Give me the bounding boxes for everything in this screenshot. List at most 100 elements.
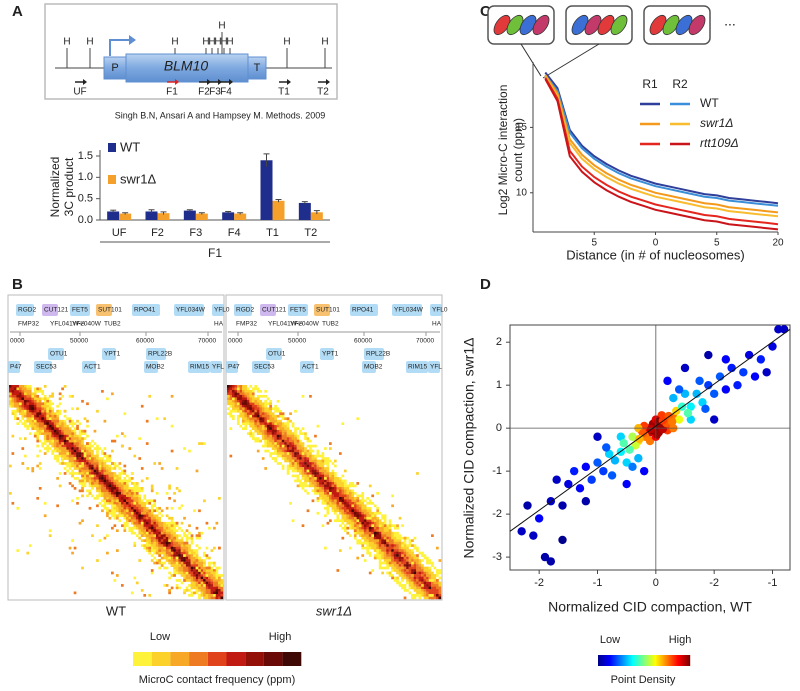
heatmap-cell: [374, 554, 377, 557]
heatmap-cell: [277, 437, 280, 440]
heatmap-cell: [322, 524, 325, 527]
heatmap-cell: [406, 537, 409, 540]
heatmap-cell: [384, 517, 387, 520]
heatmap-cell: [237, 390, 240, 393]
heatmap-cell: [106, 475, 109, 478]
heatmap-cell: [419, 559, 422, 562]
heatmap-cell: [381, 549, 384, 552]
heatmap-cell: [294, 435, 297, 438]
heatmap-cell: [431, 534, 434, 537]
heatmap-cell: [254, 417, 257, 420]
heatmap-cell: [294, 440, 297, 443]
heatmap-cell: [89, 445, 92, 448]
heatmap-cell: [14, 390, 17, 393]
heatmap-cell: [116, 499, 119, 502]
heatmap-cell: [396, 542, 399, 545]
heatmap-cell: [424, 589, 427, 592]
heatmap-cell: [84, 450, 87, 453]
heatmap-cell: [239, 407, 242, 410]
heatmap-cell: [51, 430, 54, 433]
heatmap-cell: [317, 465, 320, 468]
heatmap-cell: [304, 460, 307, 463]
heatmap-cell: [123, 494, 126, 497]
bar: [299, 203, 311, 220]
heatmap-cell: [49, 442, 52, 445]
heatmap-cell: [297, 477, 300, 480]
heatmap-cell: [81, 460, 84, 463]
heatmap-cell: [272, 457, 275, 460]
heatmap-cell: [386, 559, 389, 562]
heatmap-cell: [257, 425, 260, 428]
heatmap-cell: [198, 547, 201, 550]
heatmap-cell: [411, 582, 414, 585]
heatmap-cell: [46, 400, 49, 403]
heatmap-cell: [11, 395, 14, 398]
heatmap-cell: [21, 397, 24, 400]
heatmap-cell: [234, 400, 237, 403]
heatmap-cell: [267, 445, 270, 448]
heatmap-cell: [121, 512, 124, 515]
heatmap-cell: [66, 437, 69, 440]
heatmap-cell: [244, 407, 247, 410]
heatmap-cell: [354, 502, 357, 505]
heatmap-cell: [114, 477, 117, 480]
heatmap-cell: [9, 390, 12, 393]
heatmap-cell: [399, 554, 402, 557]
heatmap-caption: swr1Δ: [316, 603, 352, 618]
heatmap-cell: [186, 562, 189, 565]
heatmap-cell: [297, 447, 300, 450]
heatmap-cell: [409, 557, 412, 560]
heatmap-cell: [264, 427, 267, 430]
heatmap-cell: [299, 447, 302, 450]
heatmap-cell: [61, 437, 64, 440]
heatmap-cell: [79, 480, 82, 483]
heatmap-cell: [186, 542, 189, 545]
heatmap-cell: [314, 470, 317, 473]
heatmap-cell: [39, 450, 42, 453]
heatmap-cell: [104, 460, 107, 463]
connector: [543, 44, 599, 78]
heatmap-cell: [153, 562, 156, 565]
heatmap-cell: [79, 450, 82, 453]
heatmap-cell: [163, 552, 166, 555]
heatmap-cell: [64, 442, 67, 445]
heatmap-cell: [76, 497, 79, 500]
heatmap-cell: [131, 514, 134, 517]
heatmap-cell: [237, 420, 240, 423]
heatmap-cell: [176, 539, 179, 542]
heatmap-cell: [84, 482, 87, 485]
gene-label: P47: [228, 364, 240, 371]
heatmap-cell: [309, 447, 312, 450]
heatmap-cell: [277, 400, 280, 403]
heatmap-cell: [252, 405, 255, 408]
heatmap-cell: [277, 442, 280, 445]
heatmap-cell: [41, 445, 44, 448]
heatmap-cell: [74, 440, 77, 443]
scatter-point: [582, 497, 590, 505]
heatmap-cell: [419, 577, 422, 580]
heatmap-cell: [86, 470, 89, 473]
heatmap-cell: [116, 507, 119, 510]
heatmap-cell: [404, 569, 407, 572]
heatmap-cell: [324, 492, 327, 495]
heatmap-cell: [74, 465, 77, 468]
primer-arrowhead: [83, 79, 87, 85]
heatmap-cell: [399, 569, 402, 572]
heatmap-cell: [267, 437, 270, 440]
heatmap-cell: [91, 462, 94, 465]
heatmap-cell: [394, 562, 397, 565]
heatmap-cell: [84, 457, 87, 460]
heatmap-cell: [84, 485, 87, 488]
heatmap-cell: [188, 537, 191, 540]
heatmap-cell: [46, 412, 49, 415]
heatmap-cell: [371, 524, 374, 527]
heatmap-cell: [208, 587, 211, 590]
heatmap-cell: [183, 549, 186, 552]
heatmap-cell: [332, 485, 335, 488]
heatmap-cell: [76, 472, 79, 475]
scatter-point: [780, 325, 788, 333]
heatmap-cell: [201, 567, 204, 570]
heatmap-cell: [141, 480, 144, 483]
heatmap-cell: [339, 485, 342, 488]
heatmap-cell: [434, 589, 437, 592]
